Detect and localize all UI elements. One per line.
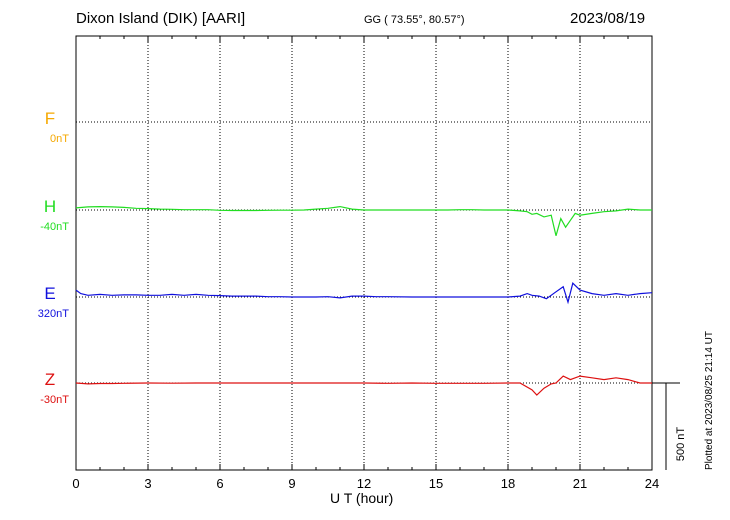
series-offset-f: 0nT xyxy=(50,133,69,145)
chart-date: 2023/08/19 xyxy=(570,10,646,27)
plotted-timestamp: Plotted at 2023/08/25 21:14 UT xyxy=(704,331,715,470)
x-tick-label: 15 xyxy=(429,476,443,491)
scale-bar-label: 500 nT xyxy=(675,427,687,462)
x-tick-label: 3 xyxy=(144,476,151,491)
series-label-e: E xyxy=(44,284,55,303)
x-tick-label: 24 xyxy=(645,476,659,491)
series-line-h xyxy=(75,205,652,236)
x-tick-label: 6 xyxy=(216,476,223,491)
station-title: Dixon Island (DIK) [AARI] xyxy=(76,10,246,27)
series-label-h: H xyxy=(44,197,56,216)
x-axis-label: U T (hour) xyxy=(330,490,394,506)
x-tick-label: 12 xyxy=(357,476,371,491)
series-line-e xyxy=(75,282,653,305)
series-offset-h: -40nT xyxy=(40,221,69,233)
station-coordinates: GG ( 73.55°, 80.57°) xyxy=(364,14,465,26)
x-tick-label: 21 xyxy=(573,476,587,491)
x-tick-label: 18 xyxy=(501,476,515,491)
series-label-f: F xyxy=(45,109,55,128)
series-offset-e: 320nT xyxy=(38,308,69,320)
series-label-z: Z xyxy=(45,370,55,389)
x-tick-label: 0 xyxy=(72,476,79,491)
series-offset-z: -30nT xyxy=(40,394,69,406)
series-line-z xyxy=(75,375,652,396)
x-tick-label: 9 xyxy=(288,476,295,491)
